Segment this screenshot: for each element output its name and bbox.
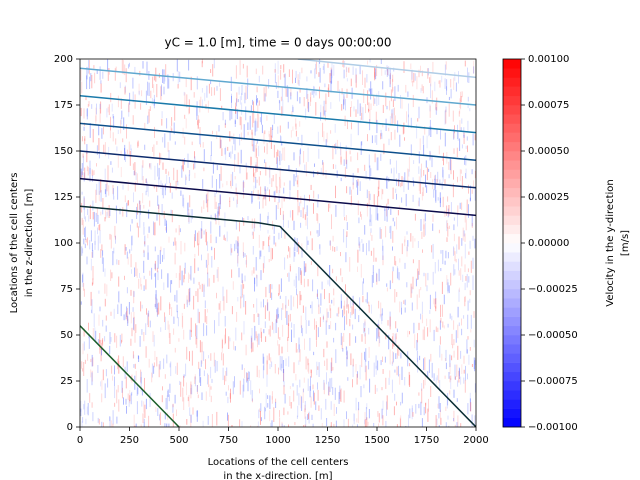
colorbar-band [503,187,521,198]
colorbar-band [503,252,521,262]
y-axis-label: Locations of the cell centers [9,173,20,314]
colorbar-band [503,325,521,336]
colorbar-band [503,353,521,363]
y-tick-label: 175 [54,100,73,111]
colorbar-band [503,417,521,428]
colorbar-band [503,178,521,189]
colorbar-band [503,289,521,299]
y-axis-label: in the z-direction. [m] [24,189,35,298]
colorbar-band [503,233,521,244]
colorbar-tick-label: −0.00075 [528,376,578,387]
contour-line [80,177,476,217]
x-tick-label: 500 [169,435,188,446]
contour-line [80,122,476,161]
colorbar-band [503,335,521,345]
x-axis-label: in the x-direction. [m] [223,471,332,480]
x-tick-label: 250 [120,435,139,446]
colorbar-band [503,86,521,97]
colorbar-band [503,344,521,354]
x-tick-label: 1250 [315,435,340,446]
contour-line [80,95,476,134]
colorbar-band [503,95,521,106]
colorbar-band [503,169,521,179]
colorbar-tick-label: −0.00100 [528,422,578,433]
colorbar-band [503,151,521,161]
colorbar-band [503,307,521,317]
colorbar-band [503,390,521,400]
colorbar-band [503,408,521,419]
x-axis-label: Locations of the cell centers [208,457,349,468]
x-tick-label: 1750 [414,435,439,446]
colorbar-tick-label: 0.00100 [528,54,569,65]
contours [80,59,476,427]
colorbar-band [503,381,521,391]
colorbar-band [503,77,521,87]
contour-line [80,205,476,427]
colorbar-band [503,224,521,235]
colorbar-tick-label: 0.00050 [528,146,569,157]
colorbar-tick-label: −0.00025 [528,284,578,295]
x-tick-label: 1500 [364,435,389,446]
colorbar-band [503,206,521,216]
colorbar-band [503,279,521,290]
y-tick-label: 25 [60,376,73,387]
x-tick-label: 1000 [265,435,290,446]
colorbar-tick-label: 0.00000 [528,238,569,249]
contour-line [297,59,476,79]
colorbar-label: [m/s] [620,230,631,256]
contour-line [80,67,476,106]
colorbar-band [503,261,521,271]
y-tick-label: 75 [60,284,73,295]
chart-title: yC = 1.0 [m], time = 0 days 00:00:00 [164,36,391,50]
colorbar-band [503,316,521,327]
x-tick-label: 0 [77,435,83,446]
y-tick-label: 100 [54,238,73,249]
x-tick-label: 750 [219,435,238,446]
colorbar-band [503,362,521,373]
colorbar-band [503,270,521,281]
colorbar-band [503,59,521,69]
y-tick-label: 50 [60,330,73,341]
colorbar-band [503,141,521,152]
colorbar-label: Velocity in the y-direction [605,179,616,306]
colorbar-tick-label: −0.00050 [528,330,578,341]
colorbar-band [503,298,521,308]
velocity-field [80,59,476,427]
y-tick-label: 200 [54,54,73,65]
contour-line [80,325,180,427]
colorbar-tick-label: 0.00025 [528,192,569,203]
y-tick-label: 150 [54,146,73,157]
y-tick-label: 125 [54,192,73,203]
colorbar-band [503,114,521,124]
colorbar-band [503,68,521,78]
colorbar-band [503,371,521,382]
x-tick-label: 2000 [463,435,488,446]
colorbar-band [503,197,521,207]
colorbar-band [503,105,521,115]
colorbar-band [503,123,521,133]
y-tick-label: 0 [67,422,73,433]
colorbar-band [503,215,521,225]
colorbar-band [503,160,521,170]
colorbar-band [503,132,521,143]
colorbar-tick-label: 0.00075 [528,100,569,111]
colorbar-band [503,399,521,409]
contour-line [80,150,476,189]
colorbar-band [503,243,521,253]
